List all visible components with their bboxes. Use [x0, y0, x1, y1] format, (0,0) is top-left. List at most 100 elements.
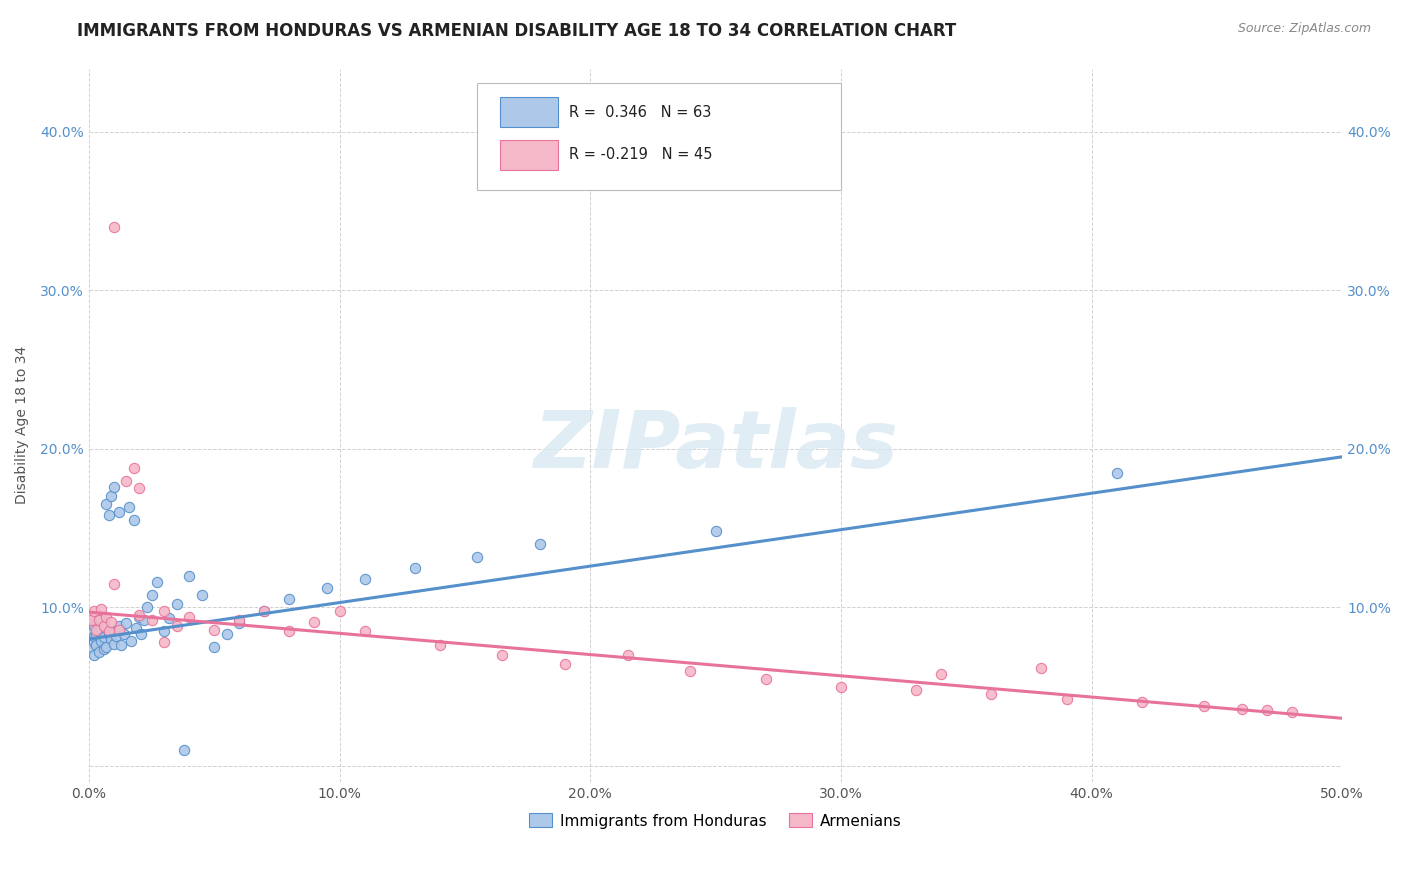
Point — [108, 623, 131, 637]
Point — [128, 608, 150, 623]
Legend: Immigrants from Honduras, Armenians: Immigrants from Honduras, Armenians — [523, 807, 908, 835]
Point — [173, 743, 195, 757]
Point — [202, 623, 225, 637]
Point — [100, 632, 122, 646]
Point — [253, 603, 276, 617]
Point — [122, 513, 145, 527]
Point — [141, 613, 163, 627]
Point — [1281, 705, 1303, 719]
Point — [1056, 692, 1078, 706]
Point — [215, 627, 238, 641]
Point — [145, 574, 167, 589]
Point — [97, 508, 120, 523]
Point — [122, 461, 145, 475]
Point — [429, 639, 451, 653]
Point — [153, 603, 176, 617]
Point — [679, 664, 702, 678]
Point — [491, 648, 513, 662]
Point — [755, 672, 778, 686]
Point — [108, 619, 131, 633]
Point — [328, 603, 350, 617]
Point — [166, 619, 188, 633]
Text: R = -0.219   N = 45: R = -0.219 N = 45 — [569, 147, 713, 162]
Point — [87, 611, 110, 625]
Point — [617, 648, 640, 662]
Point — [304, 615, 326, 629]
Point — [90, 611, 112, 625]
Point — [103, 637, 125, 651]
Point — [132, 613, 155, 627]
Point — [80, 613, 103, 627]
Point — [135, 600, 157, 615]
Point — [96, 610, 118, 624]
Point — [86, 615, 108, 629]
Point — [980, 688, 1002, 702]
Point — [103, 219, 125, 234]
Point — [80, 640, 103, 654]
Point — [83, 603, 105, 617]
Point — [100, 490, 122, 504]
Point — [96, 640, 118, 654]
Point — [529, 537, 551, 551]
Point — [83, 635, 105, 649]
Point — [80, 616, 103, 631]
Point — [93, 617, 115, 632]
Point — [103, 624, 125, 639]
Y-axis label: Disability Age 18 to 34: Disability Age 18 to 34 — [15, 346, 30, 504]
FancyBboxPatch shape — [478, 83, 841, 190]
Point — [153, 635, 176, 649]
Point — [110, 639, 132, 653]
Point — [1130, 695, 1153, 709]
Point — [108, 505, 131, 519]
Point — [157, 611, 180, 625]
Point — [97, 627, 120, 641]
Point — [1256, 703, 1278, 717]
Point — [830, 680, 852, 694]
Point — [202, 640, 225, 654]
Point — [103, 576, 125, 591]
Point — [554, 657, 576, 672]
Point — [86, 623, 108, 637]
Point — [704, 524, 727, 539]
Point — [93, 619, 115, 633]
Point — [1194, 698, 1216, 713]
Text: R =  0.346   N = 63: R = 0.346 N = 63 — [569, 104, 711, 120]
Point — [125, 621, 148, 635]
Point — [90, 602, 112, 616]
Point — [929, 666, 952, 681]
Point — [83, 619, 105, 633]
Point — [166, 597, 188, 611]
FancyBboxPatch shape — [501, 97, 558, 127]
Point — [83, 629, 105, 643]
Point — [316, 582, 339, 596]
Point — [86, 639, 108, 653]
Point — [121, 633, 143, 648]
Point — [353, 572, 375, 586]
Point — [1031, 660, 1053, 674]
Point — [228, 616, 250, 631]
Point — [128, 610, 150, 624]
Point — [253, 603, 276, 617]
Point — [105, 629, 128, 643]
Point — [93, 631, 115, 645]
Text: ZIPatlas: ZIPatlas — [533, 408, 898, 485]
Point — [1105, 466, 1128, 480]
Point — [90, 621, 112, 635]
Point — [93, 641, 115, 656]
Point — [179, 568, 201, 582]
Point — [100, 615, 122, 629]
Text: IMMIGRANTS FROM HONDURAS VS ARMENIAN DISABILITY AGE 18 TO 34 CORRELATION CHART: IMMIGRANTS FROM HONDURAS VS ARMENIAN DIS… — [77, 22, 956, 40]
Point — [87, 613, 110, 627]
Point — [118, 500, 141, 515]
Point — [128, 482, 150, 496]
Point — [103, 480, 125, 494]
Point — [112, 627, 135, 641]
Point — [278, 592, 301, 607]
Point — [80, 624, 103, 639]
Point — [905, 682, 928, 697]
Point — [1230, 702, 1253, 716]
Point — [86, 627, 108, 641]
Point — [90, 633, 112, 648]
Point — [353, 624, 375, 639]
Point — [179, 610, 201, 624]
